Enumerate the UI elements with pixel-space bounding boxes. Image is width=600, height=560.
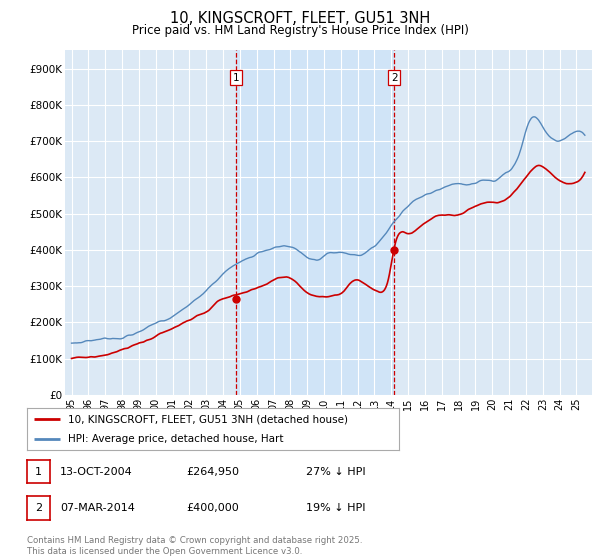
Text: 10, KINGSCROFT, FLEET, GU51 3NH: 10, KINGSCROFT, FLEET, GU51 3NH — [170, 11, 430, 26]
Text: £264,950: £264,950 — [186, 466, 239, 477]
Text: HPI: Average price, detached house, Hart: HPI: Average price, detached house, Hart — [68, 434, 283, 444]
Text: 07-MAR-2014: 07-MAR-2014 — [60, 503, 135, 513]
Text: 1: 1 — [35, 466, 42, 477]
Text: Price paid vs. HM Land Registry's House Price Index (HPI): Price paid vs. HM Land Registry's House … — [131, 24, 469, 36]
Bar — [236, 50, 394, 395]
Text: 27% ↓ HPI: 27% ↓ HPI — [306, 466, 365, 477]
Text: 1: 1 — [233, 73, 239, 82]
Text: 19% ↓ HPI: 19% ↓ HPI — [306, 503, 365, 513]
Text: 2: 2 — [391, 73, 398, 82]
Text: 2: 2 — [35, 503, 42, 513]
Text: Contains HM Land Registry data © Crown copyright and database right 2025.
This d: Contains HM Land Registry data © Crown c… — [27, 536, 362, 556]
Text: 10, KINGSCROFT, FLEET, GU51 3NH (detached house): 10, KINGSCROFT, FLEET, GU51 3NH (detache… — [68, 414, 348, 424]
Text: £400,000: £400,000 — [186, 503, 239, 513]
Text: 13-OCT-2004: 13-OCT-2004 — [60, 466, 133, 477]
